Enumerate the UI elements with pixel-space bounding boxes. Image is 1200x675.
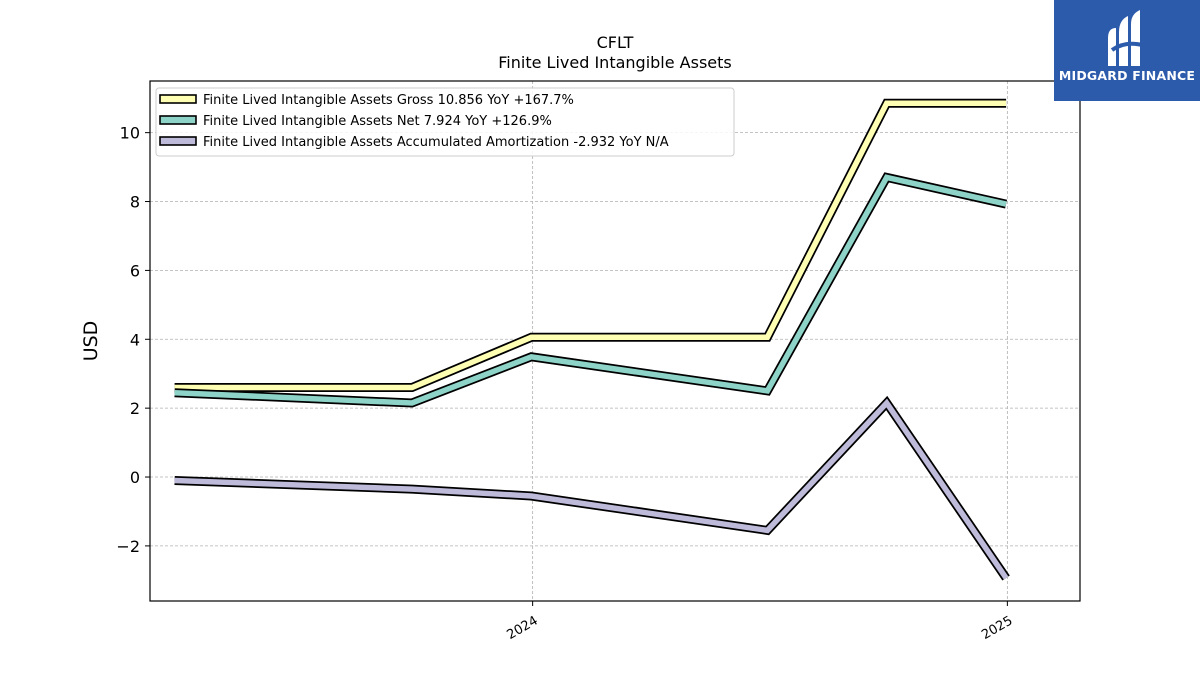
series-lines (174, 98, 1010, 581)
series-line-outline (174, 395, 1010, 581)
plot-frame (149, 80, 1081, 602)
x-axis: 2024 2025 (504, 601, 1015, 643)
y-tick-label: 2 (130, 399, 140, 418)
y-tick-label: 0 (130, 468, 140, 487)
logo-text: MIDGARD FINANCE (1058, 68, 1196, 83)
legend-label: Finite Lived Intangible Assets Net 7.924… (203, 114, 552, 129)
series-line (174, 174, 1007, 406)
midgard-logo-icon (1108, 10, 1147, 66)
y-tick-label: −2 (116, 537, 140, 556)
legend-label: Finite Lived Intangible Assets Accumulat… (203, 135, 669, 150)
chart-subtitle: Finite Lived Intangible Assets (498, 53, 731, 72)
midgard-finance-logo: MIDGARD FINANCE (1054, 0, 1200, 101)
y-tick-label: 10 (120, 124, 140, 143)
y-tick-label: 6 (130, 261, 140, 280)
series-line (174, 100, 1007, 391)
series-line (174, 398, 1009, 580)
chart-title: CFLT (597, 33, 634, 52)
y-tick-label: 4 (130, 330, 140, 349)
series-line-outline (174, 172, 1008, 408)
legend-box (155, 87, 735, 157)
x-tick-label: 2025 (979, 613, 1015, 643)
y-axis: −2 0 2 4 6 8 10 (116, 124, 150, 556)
legend-swatch (159, 136, 197, 146)
legend-swatch (159, 115, 197, 125)
legend-label: Finite Lived Intangible Assets Gross 10.… (203, 93, 574, 108)
legend-swatch (159, 94, 197, 104)
y-tick-label: 8 (130, 193, 140, 212)
y-axis-label: USD (80, 321, 102, 362)
legend: Finite Lived Intangible Assets Gross 10.… (155, 87, 735, 157)
x-tick-label: 2024 (504, 613, 540, 643)
